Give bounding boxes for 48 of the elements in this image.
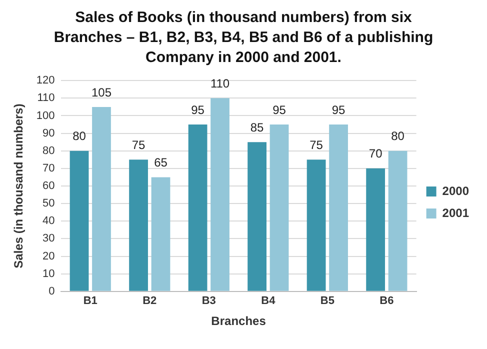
y-tick-label: 60 [42, 180, 55, 192]
data-label: 95 [332, 102, 346, 117]
data-label: 110 [210, 76, 230, 90]
bar [151, 177, 170, 291]
y-tick-label: 90 [42, 127, 55, 140]
bar [248, 142, 266, 291]
x-tick-label: B3 [202, 295, 216, 308]
x-tick-label: B1 [83, 295, 98, 308]
y-tick-label: 110 [37, 92, 55, 104]
bar [92, 106, 111, 291]
bar [306, 160, 326, 291]
x-axis-title: Branches [211, 314, 266, 328]
y-tick-label: 120 [36, 74, 55, 87]
data-label: 95 [272, 102, 286, 117]
legend-label: 2001 [442, 206, 470, 220]
data-label: 75 [310, 138, 324, 152]
x-tick-label: B5 [320, 295, 334, 308]
y-tick-label: 10 [42, 268, 55, 280]
y-tick-label: 50 [42, 198, 55, 210]
y-axis-title: Sales (in thousand numbers) [12, 104, 26, 268]
data-label: 95 [191, 102, 205, 117]
x-tick-label: B4 [261, 295, 276, 308]
data-label: 70 [368, 146, 383, 161]
bar [70, 150, 89, 291]
data-label: 65 [154, 156, 168, 170]
data-label: 80 [391, 129, 405, 144]
y-tick-label: 30 [42, 232, 55, 245]
data-label: 80 [72, 129, 86, 144]
legend-label: 2000 [442, 184, 470, 198]
y-tick-label: 80 [42, 144, 55, 157]
bar [210, 98, 230, 291]
y-tick-label: 40 [42, 215, 55, 228]
bar [366, 168, 386, 291]
y-tick-label: 0 [48, 285, 55, 298]
data-label: 105 [91, 85, 112, 100]
x-tick-label: B2 [142, 295, 157, 308]
data-label: 85 [250, 120, 264, 134]
bar [329, 124, 348, 291]
bar [270, 124, 289, 291]
chart-title: Sales of Books (in thousand numbers) from six Branches – B1, B2, B3, B4, B5 and B6 of a publishing Company in 2000 and 2001. [52, 8, 434, 68]
bar [388, 150, 408, 291]
x-tick-label: B6 [380, 295, 394, 308]
data-label: 75 [132, 138, 146, 152]
y-tick-label: 100 [36, 110, 55, 122]
y-tick-label: 70 [42, 162, 55, 174]
y-tick-label: 20 [42, 250, 55, 262]
bar [188, 124, 208, 291]
bar [129, 160, 148, 291]
